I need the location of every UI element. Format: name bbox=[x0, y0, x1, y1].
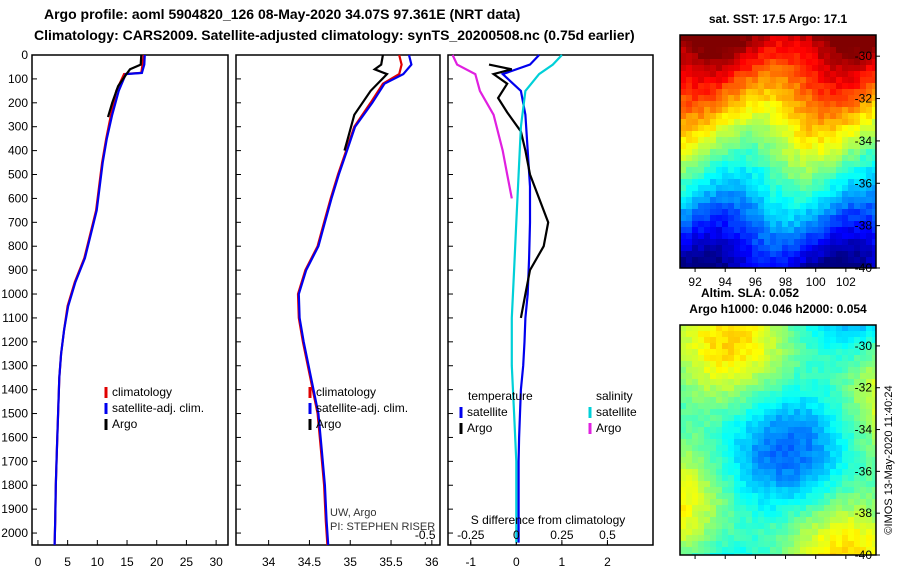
top-tick-label: 0 bbox=[513, 528, 520, 542]
legend-label: Argo bbox=[596, 421, 622, 435]
legend-title-salinity: salinity bbox=[596, 389, 633, 403]
series-satellite-adj-clim- bbox=[297, 54, 413, 546]
y-tick-label: 800 bbox=[8, 239, 28, 253]
lat-tick-label: -32 bbox=[855, 92, 873, 106]
series-temperature-argo bbox=[488, 63, 550, 319]
y-tick-label: 1300 bbox=[1, 359, 28, 373]
sst-map-title: sat. SST: 17.5 Argo: 17.1 bbox=[709, 12, 848, 26]
x-tick-label: 34 bbox=[262, 555, 276, 569]
y-tick-label: 300 bbox=[8, 120, 28, 134]
lon-tick-label: 98 bbox=[779, 275, 793, 289]
x-tick-label: 10 bbox=[91, 555, 105, 569]
lat-tick-label: -36 bbox=[855, 464, 873, 478]
y-tick-label: 900 bbox=[8, 263, 28, 277]
lat-tick-label: -38 bbox=[855, 506, 873, 520]
y-tick-label: 200 bbox=[8, 96, 28, 110]
annotation: UW, Argo bbox=[330, 507, 376, 519]
figure-title-line2: Climatology: CARS2009. Satellite-adjuste… bbox=[34, 27, 635, 43]
x-tick-label: -1 bbox=[465, 555, 476, 569]
series-salinity-satellite bbox=[510, 54, 563, 543]
top-tick-label: -0.5 bbox=[415, 528, 436, 542]
lon-tick-label: 96 bbox=[749, 275, 763, 289]
x-tick-label: 25 bbox=[180, 555, 194, 569]
lon-tick-label: 102 bbox=[836, 275, 856, 289]
series-temperature-satellite bbox=[500, 54, 540, 543]
x-tick-label: 30 bbox=[209, 555, 223, 569]
y-tick-label: 1000 bbox=[1, 287, 28, 301]
plot-frame-3 bbox=[447, 54, 654, 546]
y-tick-label: 1800 bbox=[1, 478, 28, 492]
legend-label: satellite bbox=[467, 405, 508, 419]
series-argo bbox=[343, 54, 389, 151]
lat-tick-label: -34 bbox=[855, 134, 873, 148]
lat-tick-label: -30 bbox=[855, 339, 873, 353]
top-tick-label: -0.25 bbox=[457, 528, 485, 542]
series-argo bbox=[106, 54, 143, 118]
y-tick-label: 2000 bbox=[1, 526, 28, 540]
lat-tick-label: -40 bbox=[855, 261, 873, 275]
lon-tick-label: 92 bbox=[688, 275, 702, 289]
x-tick-label: 34.5 bbox=[298, 555, 322, 569]
top-tick-label: 0.25 bbox=[550, 528, 574, 542]
y-tick-label: 0 bbox=[21, 48, 28, 62]
x-tick-label: 2 bbox=[604, 555, 611, 569]
sla-map-title: Altim. SLA: 0.052 bbox=[701, 286, 799, 300]
y-tick-label: 1400 bbox=[1, 383, 28, 397]
figure-title-line1: Argo profile: aoml 5904820_126 08-May-20… bbox=[44, 6, 521, 22]
x-tick-label: 35.5 bbox=[379, 555, 403, 569]
map-frame-2 bbox=[679, 324, 877, 556]
lat-tick-label: -34 bbox=[855, 423, 873, 437]
lat-tick-label: -38 bbox=[855, 219, 873, 233]
sst-map bbox=[680, 35, 876, 268]
top-tick-label: 0.5 bbox=[599, 528, 616, 542]
credit-text: ©IMOS 13-May-2020 11:40:24 bbox=[883, 385, 895, 534]
sla-map bbox=[680, 325, 876, 555]
lat-tick-label: -30 bbox=[855, 49, 873, 63]
y-tick-label: 1900 bbox=[1, 502, 28, 516]
plot-frame-2 bbox=[235, 54, 441, 546]
x-tick-label: 0 bbox=[35, 555, 42, 569]
x-tick-label: 20 bbox=[150, 555, 164, 569]
x-tick-label: 5 bbox=[64, 555, 71, 569]
x-tick-label: 15 bbox=[120, 555, 134, 569]
y-tick-label: 1600 bbox=[1, 430, 28, 444]
x-tick-label: 35 bbox=[344, 555, 358, 569]
legend-label: satellite-adj. clim. bbox=[316, 401, 408, 415]
series-salinity-argo bbox=[451, 54, 513, 199]
legend-label: Argo bbox=[467, 421, 493, 435]
x-axis-label: S difference from climatology bbox=[471, 513, 626, 527]
lat-tick-label: -40 bbox=[855, 548, 873, 562]
legend-label: climatology bbox=[112, 385, 172, 399]
y-tick-label: 500 bbox=[8, 168, 28, 182]
plot-frame-1 bbox=[31, 54, 229, 546]
lat-tick-label: -36 bbox=[855, 176, 873, 190]
legend-label: satellite bbox=[596, 405, 637, 419]
legend-label: satellite-adj. clim. bbox=[112, 401, 204, 415]
y-tick-label: 1500 bbox=[1, 407, 28, 421]
y-tick-label: 600 bbox=[8, 191, 28, 205]
y-tick-label: 700 bbox=[8, 215, 28, 229]
lon-tick-label: 94 bbox=[719, 275, 733, 289]
sla-map-subtitle: Argo h1000: 0.046 h2000: 0.054 bbox=[689, 302, 867, 316]
x-tick-label: 36 bbox=[425, 555, 439, 569]
lon-tick-label: 100 bbox=[806, 275, 826, 289]
map-frame-1 bbox=[679, 34, 877, 269]
legend-title-temperature: temperature bbox=[468, 389, 533, 403]
annotation: PI: STEPHEN RISER bbox=[330, 521, 435, 533]
y-tick-label: 1100 bbox=[2, 311, 28, 325]
legend-label: Argo bbox=[112, 417, 138, 431]
x-tick-label: 1 bbox=[559, 555, 566, 569]
y-tick-label: 1200 bbox=[1, 335, 28, 349]
y-tick-label: 400 bbox=[8, 144, 28, 158]
lat-tick-label: -32 bbox=[855, 381, 873, 395]
y-tick-label: 1700 bbox=[1, 454, 28, 468]
x-tick-label: 0 bbox=[513, 555, 520, 569]
series-satellite-adj-clim- bbox=[53, 54, 146, 546]
y-tick-label: 100 bbox=[8, 72, 28, 86]
legend-label: climatology bbox=[316, 385, 376, 399]
legend-label: Argo bbox=[316, 417, 342, 431]
